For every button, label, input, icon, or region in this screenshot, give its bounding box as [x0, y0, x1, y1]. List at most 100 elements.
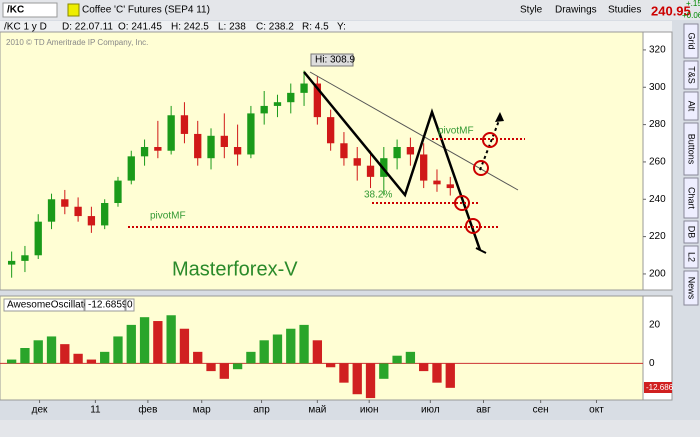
x-tick-label: дек	[32, 405, 48, 416]
studies-button[interactable]: Studies	[608, 5, 641, 16]
candle-body	[207, 135, 215, 159]
info-y: Y:	[337, 22, 346, 33]
study-value: -12.6859	[88, 300, 128, 311]
side-tab[interactable]	[683, 177, 699, 219]
side-tab[interactable]	[683, 122, 699, 176]
candle-body	[406, 146, 415, 155]
candle-body	[273, 102, 282, 106]
side-tab[interactable]	[683, 220, 699, 244]
candle-body	[74, 206, 82, 217]
y-tick-label: 200	[649, 269, 666, 280]
arrow-head	[495, 112, 504, 122]
side-tab[interactable]	[683, 270, 699, 306]
oscillator-bar	[179, 328, 190, 364]
candle-body	[260, 105, 268, 114]
candle-body	[420, 154, 428, 181]
oscillator-bar	[286, 328, 296, 364]
oscillator-bar	[153, 321, 163, 364]
candle-body	[366, 165, 375, 177]
y-tick-label: 260	[649, 157, 666, 168]
info-range: R: 4.5	[302, 22, 329, 33]
candle-body	[127, 156, 135, 181]
oscillator-bar	[60, 344, 70, 364]
oscillator-bar	[312, 340, 323, 364]
oscillator-bar	[432, 363, 442, 383]
side-tab[interactable]	[683, 60, 699, 90]
candle-body	[7, 260, 16, 265]
candle-body	[61, 199, 69, 207]
wave-line	[303, 71, 482, 251]
oscillator-bar	[232, 363, 243, 370]
drawings-button[interactable]: Drawings	[555, 5, 597, 16]
target-circle	[473, 160, 489, 176]
oscillator-bar	[219, 363, 229, 379]
study-name: AwesomeOscillator	[7, 300, 93, 311]
oscillator-bar	[352, 363, 362, 395]
hi-label: Hi: 308.9	[315, 55, 355, 66]
y-tick-label: 300	[649, 82, 666, 93]
candle-body	[194, 133, 202, 159]
price-axis	[642, 31, 673, 291]
candle-body	[340, 143, 348, 159]
x-tick-label: май	[308, 405, 326, 416]
candle-body	[287, 92, 295, 103]
target-circle	[465, 218, 481, 234]
oscillator-bar	[405, 351, 416, 364]
oscillator-bar	[46, 336, 57, 364]
info-low: L: 238	[218, 22, 246, 33]
symbol: /KC	[7, 5, 24, 16]
y-tick-label: 0	[649, 358, 655, 369]
side-tab[interactable]	[683, 245, 699, 269]
side-tab-label: Grid	[687, 32, 697, 49]
side-tab-label: DB	[687, 226, 697, 239]
target-circle	[482, 132, 498, 148]
oscillator-bar	[259, 340, 269, 364]
target-circle	[454, 195, 470, 211]
candle-body	[446, 184, 454, 189]
copyright: 2010 © TD Ameritrade IP Company, Inc.	[6, 38, 148, 47]
candle-body	[300, 83, 308, 93]
trend-line	[309, 71, 519, 191]
link-icon[interactable]	[67, 3, 80, 17]
side-tab-label: Chart	[687, 187, 697, 210]
info-date: D: 22.07.11	[62, 22, 113, 33]
candle-body	[180, 115, 189, 134]
fib-label: 38.2%	[364, 190, 392, 201]
side-tab[interactable]	[683, 23, 699, 59]
oscillator-tag-text: -12.686	[646, 383, 674, 392]
x-tick-label: июн	[360, 405, 379, 416]
oscillator-bar	[73, 353, 83, 364]
oscillator-bar	[113, 336, 123, 364]
oscillator-bar	[339, 363, 349, 383]
info-high: H: 242.5	[171, 22, 209, 33]
pivot-label: pivotMF	[438, 126, 474, 137]
last-price: 240.95	[651, 3, 691, 18]
oscillator-bar	[193, 351, 203, 364]
style-button[interactable]: Style	[520, 5, 543, 16]
side-tab-label: News	[687, 277, 697, 300]
side-tab-label: T&S	[687, 66, 697, 84]
y-tick-label: 240	[649, 194, 666, 205]
watermark: Masterforex-V	[172, 258, 298, 280]
oscillator-bar	[445, 363, 455, 388]
description: Coffee 'C' Futures (SEP4 11)	[82, 5, 210, 16]
y-tick-label: 20	[649, 320, 661, 331]
oscillator-bar	[325, 363, 336, 368]
side-tab[interactable]	[683, 91, 699, 121]
side-tab-label: Buttons	[687, 134, 697, 165]
info-title: /KC 1 y D	[4, 22, 47, 33]
candle-body	[34, 221, 42, 256]
symbol-box[interactable]	[2, 2, 58, 18]
y-tick-label: 220	[649, 231, 666, 242]
candle-body	[247, 113, 255, 155]
oscillator-bar	[126, 324, 136, 364]
x-tick-label: сен	[533, 405, 549, 416]
oscillator-bar	[33, 340, 43, 364]
oscillator-bar	[20, 348, 30, 364]
x-tick-label: 11	[90, 405, 101, 416]
candle-body	[220, 135, 228, 147]
oscillator-bar	[139, 317, 150, 364]
study-zero: 0	[127, 300, 133, 311]
bottom-toolbar	[0, 420, 700, 437]
